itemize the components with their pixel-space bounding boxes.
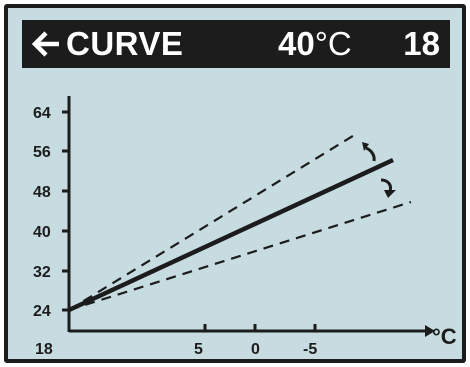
heating-curve-upper-dashed	[68, 133, 357, 311]
y-tick-label: 40	[33, 224, 51, 241]
display-screen: CURVE 40°C 18 64 56 48 40 32 24 18 5 0 -…	[4, 4, 466, 363]
y-tick-label: 24	[33, 303, 51, 320]
header-bar: CURVE 40°C 18	[22, 20, 450, 68]
screen-title: CURVE	[66, 25, 184, 62]
y-tick-label: 48	[33, 184, 51, 201]
x-tick-label: 18	[35, 341, 53, 358]
x-axis-arrow-icon	[425, 325, 435, 337]
x-tick-label: -5	[303, 341, 317, 358]
x-tick-label: 5	[194, 341, 203, 358]
back-arrow-icon[interactable]	[30, 28, 62, 60]
x-axis-unit: °C	[432, 324, 457, 349]
curve-number: 18	[403, 25, 440, 62]
y-tick-label: 64	[33, 105, 51, 122]
curve-up-arrow-icon[interactable]	[362, 142, 376, 162]
heating-curve-lower-dashed	[68, 200, 412, 312]
flow-temperature-readout: 40°C	[278, 26, 352, 62]
y-tick-label: 56	[33, 144, 51, 161]
temperature-unit: °C	[314, 25, 352, 62]
heating-curve-active	[68, 157, 394, 313]
x-tick-label: 0	[251, 341, 260, 358]
y-tick-label: 32	[33, 264, 51, 281]
heating-curve-graph: 64 56 48 40 32 24 18 5 0 -5 °C	[33, 96, 457, 358]
curve-down-arrow-icon[interactable]	[380, 178, 396, 198]
temperature-value: 40	[278, 25, 315, 62]
